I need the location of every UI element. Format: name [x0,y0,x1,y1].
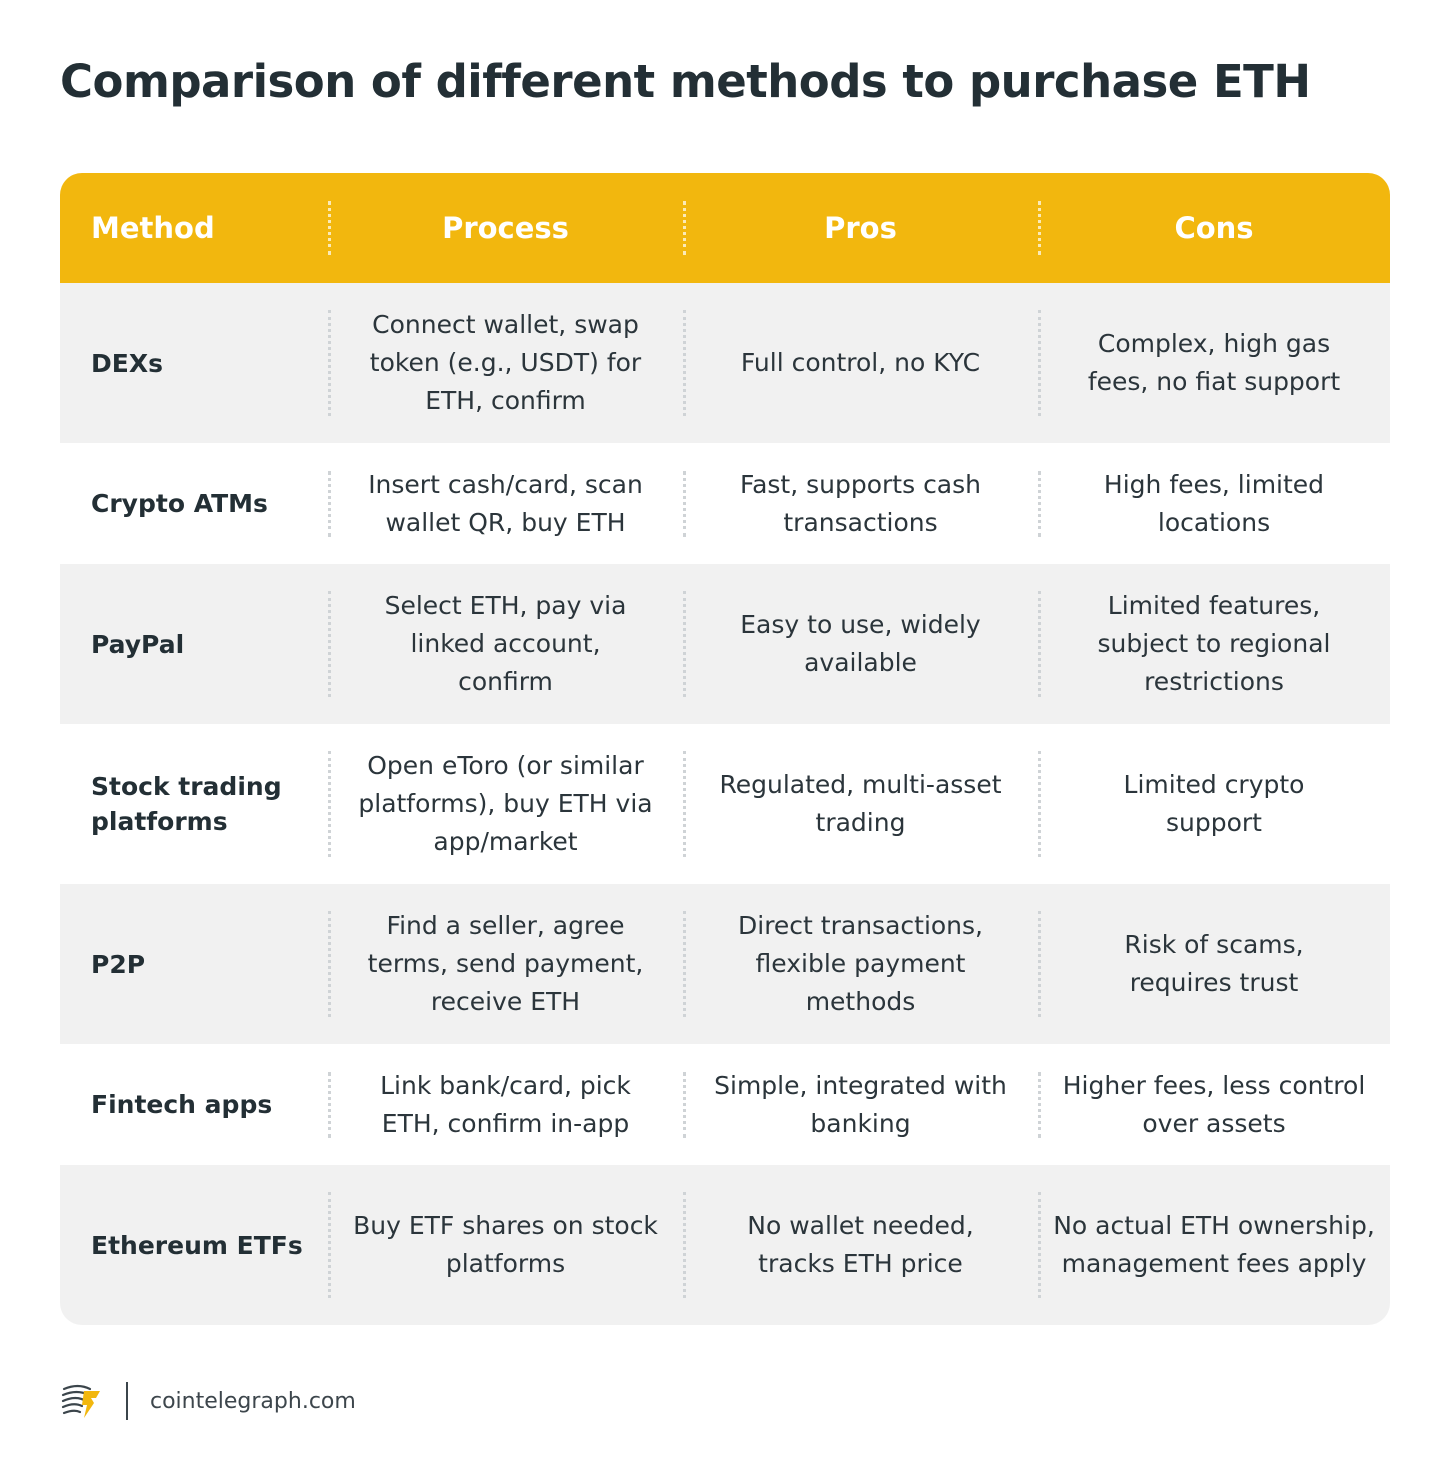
method-cell: Crypto ATMs [60,443,328,564]
pros-text: Direct transactions, flexible payment me… [738,911,983,1016]
process-cell: Open eToro (or similar platforms), buy E… [328,724,683,884]
method-label: Stock trading platforms [91,772,282,836]
header-cell-process: Process [328,173,683,283]
table-row: Crypto ATMs Insert cash/card, scan walle… [60,443,1390,564]
header-cell-method: Method [60,173,328,283]
cons-text: Limited crypto support [1123,770,1305,837]
header-method: Method [91,211,215,245]
process-text: Link bank/card, pick ETH, confirm in-app [380,1070,631,1138]
header-cons: Cons [1174,211,1254,245]
pros-text: Fast, supports cash transactions [739,469,981,537]
cons-cell: Limited crypto support [1038,724,1390,884]
table-header-row: Method Process Pros Cons [60,173,1390,283]
comparison-table: Method Process Pros Cons DEXs Connect wa… [60,173,1390,1325]
table-row: Ethereum ETFs Buy ETF shares on stock pl… [60,1165,1390,1325]
header-cell-cons: Cons [1038,173,1390,283]
process-text: Insert cash/card, scan wallet QR, buy ET… [368,469,643,537]
table-row: P2P Find a seller, agree terms, send pay… [60,884,1390,1044]
footer-divider [126,1382,128,1420]
process-cell: Select ETH, pay via linked account, conf… [328,564,683,724]
process-cell: Insert cash/card, scan wallet QR, buy ET… [328,443,683,564]
pros-cell: Fast, supports cash transactions [683,443,1038,564]
pros-text: Easy to use, widely available [740,610,981,677]
process-text: Select ETH, pay via linked account, conf… [384,591,627,696]
cons-cell: Limited features, subject to regional re… [1038,564,1390,724]
header-pros: Pros [824,211,897,245]
method-cell: PayPal [60,564,328,724]
cons-text: Risk of scams, requires trust [1124,930,1304,997]
process-text: Open eToro (or similar platforms), buy E… [358,751,653,856]
footer: cointelegraph.com [60,1379,356,1423]
pros-text: No wallet needed, tracks ETH price [747,1211,974,1278]
cons-cell: Risk of scams, requires trust [1038,884,1390,1044]
method-label: P2P [91,949,146,979]
method-cell: Fintech apps [60,1044,328,1165]
pros-cell: Full control, no KYC [683,283,1038,443]
pros-cell: Regulated, multi-asset trading [683,724,1038,884]
method-cell: P2P [60,884,328,1044]
cons-cell: Complex, high gas fees, no fiat support [1038,283,1390,443]
method-label: PayPal [91,629,185,659]
method-label: Crypto ATMs [91,489,268,518]
pros-text: Full control, no KYC [740,348,981,377]
method-label: Ethereum ETFs [91,1230,303,1260]
cons-text: Limited features, subject to regional re… [1097,591,1331,696]
table-row: Fintech apps Link bank/card, pick ETH, c… [60,1044,1390,1165]
process-cell: Link bank/card, pick ETH, confirm in-app [328,1044,683,1165]
cons-text: Higher fees, less control over assets [1062,1070,1366,1138]
process-cell: Connect wallet, swap token (e.g., USDT) … [328,283,683,443]
footer-site-link[interactable]: cointelegraph.com [150,1388,356,1414]
pros-text: Regulated, multi-asset trading [719,770,1002,837]
header-cell-pros: Pros [683,173,1038,283]
process-cell: Find a seller, agree terms, send payment… [328,884,683,1044]
table-row: PayPal Select ETH, pay via linked accoun… [60,564,1390,724]
cons-cell: Higher fees, less control over assets [1038,1044,1390,1165]
table-row: DEXs Connect wallet, swap token (e.g., U… [60,283,1390,443]
cointelegraph-logo-icon [61,1384,100,1418]
process-text: Find a seller, agree terms, send payment… [367,911,644,1016]
pros-text: Simple, integrated with banking [714,1070,1007,1138]
pros-cell: Easy to use, widely available [683,564,1038,724]
process-text: Buy ETF shares on stock platforms [353,1211,658,1278]
pros-cell: No wallet needed, tracks ETH price [683,1165,1038,1325]
table-row: Stock trading platforms Open eToro (or s… [60,724,1390,884]
method-cell: Stock trading platforms [60,724,328,884]
method-label: DEXs [91,348,163,378]
page-title: Comparison of different methods to purch… [60,55,1311,108]
pros-cell: Simple, integrated with banking [683,1044,1038,1165]
process-cell: Buy ETF shares on stock platforms [328,1165,683,1325]
pros-cell: Direct transactions, flexible payment me… [683,884,1038,1044]
cons-text: High fees, limited locations [1103,469,1325,537]
method-label: Fintech apps [91,1090,273,1119]
cons-text: No actual ETH ownership, management fees… [1053,1211,1375,1278]
method-cell: DEXs [60,283,328,443]
method-cell: Ethereum ETFs [60,1165,328,1325]
process-text: Connect wallet, swap token (e.g., USDT) … [369,310,642,415]
header-process: Process [442,211,569,245]
cons-cell: High fees, limited locations [1038,443,1390,564]
cons-cell: No actual ETH ownership, management fees… [1038,1165,1390,1325]
cons-text: Complex, high gas fees, no fiat support [1087,329,1341,396]
